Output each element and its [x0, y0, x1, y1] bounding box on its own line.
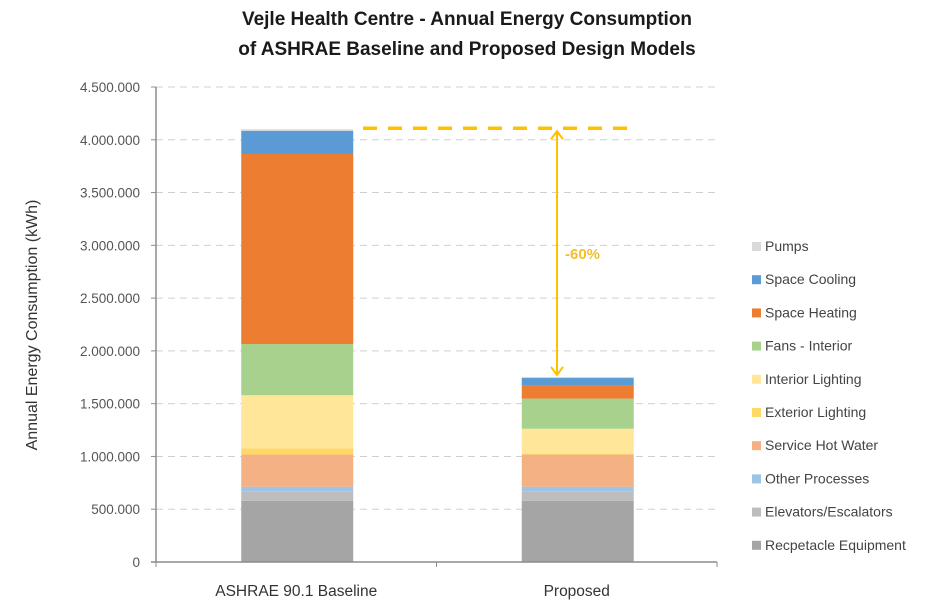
legend-item: Fans - Interior	[752, 338, 852, 354]
bar-segment-space-cooling	[241, 130, 354, 155]
legend-item: Recpetacle Equipment	[752, 537, 906, 553]
bar-segment-pumps	[521, 376, 634, 379]
bars	[241, 129, 634, 562]
legend-swatch	[752, 275, 761, 285]
legend-label: Interior Lighting	[765, 371, 862, 387]
y-tick-label: 3.000.000	[80, 238, 140, 253]
bar-segment-fans-interior	[241, 344, 354, 396]
annotations: -60%	[363, 126, 630, 377]
x-category-label: Proposed	[544, 583, 610, 600]
legend-swatch	[752, 341, 761, 351]
legend-swatch	[752, 308, 761, 318]
legend-item: Space Heating	[752, 304, 857, 320]
bar-segment-other-processes	[241, 486, 354, 492]
legend-item: Elevators/Escalators	[752, 504, 893, 520]
y-tick-label: 3.500.000	[80, 186, 140, 201]
bar-stack-0	[241, 129, 354, 562]
bar-segment-service-hot-water	[241, 454, 354, 487]
y-tick-label: 2.500.000	[80, 291, 140, 306]
bar-segment-recpetacle-equipment	[521, 500, 634, 562]
y-tick-label: 1.000.000	[80, 449, 140, 464]
axes	[151, 87, 718, 567]
legend-item: Exterior Lighting	[752, 404, 866, 420]
legend-item: Pumps	[752, 238, 809, 254]
legend-swatch	[752, 540, 761, 550]
chart-title-line-1: Vejle Health Centre - Annual Energy Cons…	[242, 9, 692, 30]
bar-segment-recpetacle-equipment	[241, 500, 354, 562]
legend-label: Recpetacle Equipment	[765, 537, 906, 553]
legend-label: Space Cooling	[765, 271, 856, 287]
y-tick-label: 2.000.000	[80, 344, 140, 359]
reduction-percentage-label: -60%	[565, 246, 600, 263]
bar-segment-space-cooling	[521, 378, 634, 386]
bar-segment-space-heating	[521, 385, 634, 399]
legend-item: Space Cooling	[752, 271, 856, 287]
legend-label: Space Heating	[765, 304, 857, 320]
gridlines	[156, 86, 717, 510]
bar-segment-other-processes	[521, 486, 634, 492]
bar-segment-exterior-lighting	[521, 454, 634, 455]
legend-swatch	[752, 374, 761, 384]
legend-label: Fans - Interior	[765, 338, 852, 354]
legend-swatch	[752, 242, 761, 251]
y-tick-label: 500.000	[91, 502, 140, 517]
bar-segment-elevators-escalators	[241, 491, 354, 501]
bar-segment-space-heating	[241, 154, 354, 345]
y-axis-ticks: 0 500.000 1.000.000 1.500.000 2.000.000 2.500…	[80, 80, 156, 570]
legend: Pumps Space Cooling Space Heating Fans - In…	[752, 238, 906, 553]
legend-item: Other Processes	[752, 470, 869, 486]
bar-stack-1	[521, 376, 634, 562]
legend-swatch	[752, 408, 761, 417]
y-tick-label: 4.500.000	[80, 80, 140, 95]
bar-segment-elevators-escalators	[521, 491, 634, 501]
bar-segment-pumps	[241, 129, 354, 131]
y-axis-title: Annual Energy Consumption (kWh)	[24, 200, 41, 451]
legend-swatch	[752, 507, 761, 517]
legend-swatch	[752, 474, 761, 484]
bar-segment-exterior-lighting	[241, 448, 354, 455]
bar-segment-interior-lighting	[241, 395, 354, 449]
legend-label: Pumps	[765, 238, 809, 254]
legend-item: Interior Lighting	[752, 371, 862, 387]
y-tick-label: 4.000.000	[80, 133, 140, 148]
y-tick-label: 1.500.000	[80, 397, 140, 412]
legend-label: Elevators/Escalators	[765, 504, 893, 520]
y-tick-label: 0	[132, 555, 140, 570]
chart-title-line-2: of ASHRAE Baseline and Proposed Design M…	[238, 39, 695, 60]
arrow-head-down-icon	[550, 366, 564, 377]
legend-swatch	[752, 441, 761, 451]
x-category-label: ASHRAE 90.1 Baseline	[215, 583, 377, 600]
legend-label: Other Processes	[765, 470, 869, 486]
legend-label: Exterior Lighting	[765, 404, 866, 420]
bar-segment-interior-lighting	[521, 428, 634, 455]
chart-title: Vejle Health Centre - Annual Energy Cons…	[238, 9, 695, 60]
bar-segment-fans-interior	[521, 398, 634, 429]
x-axis-labels: ASHRAE 90.1 Baseline Proposed	[215, 583, 610, 600]
bar-segment-service-hot-water	[521, 454, 634, 487]
legend-item: Service Hot Water	[752, 437, 878, 453]
legend-label: Service Hot Water	[765, 437, 878, 453]
arrow-head-up-icon	[550, 129, 564, 140]
